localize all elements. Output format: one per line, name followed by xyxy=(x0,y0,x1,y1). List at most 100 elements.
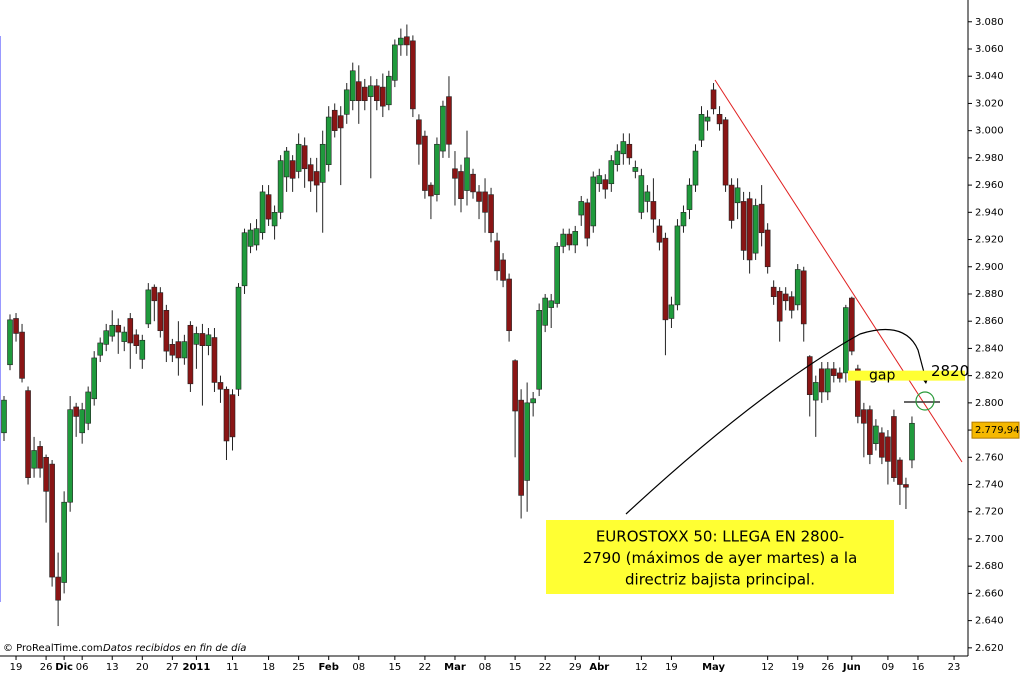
candle-body xyxy=(566,233,573,246)
candle-body xyxy=(446,96,452,145)
candle-body xyxy=(301,145,308,170)
candle-body xyxy=(307,164,314,182)
x-tick-label: 08 xyxy=(352,662,365,673)
price-label: 2.779,94 xyxy=(975,425,1020,436)
candle-body xyxy=(25,390,31,479)
candle-body xyxy=(31,450,37,469)
y-tick-label: 3.040 xyxy=(975,71,1004,82)
candle-body xyxy=(488,194,494,234)
candle-body xyxy=(614,150,621,165)
candle-body xyxy=(470,173,476,193)
candle-body xyxy=(638,175,645,213)
candle-body xyxy=(590,176,597,227)
candle-body xyxy=(127,318,134,344)
candle-body xyxy=(710,89,717,110)
x-tick-label: 19 xyxy=(665,662,678,673)
candle-body xyxy=(776,290,783,322)
y-tick-label: 2.640 xyxy=(975,616,1004,627)
candle-body xyxy=(235,286,242,390)
candle-body xyxy=(644,191,651,202)
candle-body xyxy=(109,324,116,337)
x-tick-label: Dic xyxy=(55,662,73,673)
candle-body xyxy=(211,337,218,383)
gap-label: gap xyxy=(869,368,895,384)
y-tick-label: 2.720 xyxy=(975,507,1004,518)
candle-body xyxy=(716,114,723,125)
x-tick-label: 15 xyxy=(388,662,401,673)
candle-body xyxy=(175,341,182,359)
candle-body xyxy=(855,368,861,417)
candle-body xyxy=(229,394,236,438)
y-tick-label: 2.860 xyxy=(975,316,1004,327)
candle-body xyxy=(157,292,164,332)
candle-body xyxy=(722,119,729,186)
candle-body xyxy=(746,198,753,261)
candle-body xyxy=(632,167,639,172)
candle-body xyxy=(861,409,867,424)
annotation-line: directriz bajista principal. xyxy=(625,571,815,589)
highlight-circle xyxy=(915,391,935,411)
x-tick-label: 26 xyxy=(40,662,53,673)
candle-body xyxy=(361,86,368,102)
x-tick-label: 22 xyxy=(539,662,552,673)
candle-body xyxy=(698,114,705,141)
candle-body xyxy=(843,307,849,374)
footer-note: Datos recibidos en fin de día xyxy=(103,642,246,654)
arc-drawing xyxy=(625,328,927,515)
trendline xyxy=(714,79,963,463)
x-tick-label: Jun xyxy=(842,662,861,673)
x-tick-label: 25 xyxy=(292,662,305,673)
x-tick-label: 23 xyxy=(948,662,961,673)
candle-body xyxy=(578,201,585,216)
x-tick-label: 18 xyxy=(262,662,275,673)
x-tick-label: 20 xyxy=(136,662,149,673)
candle-body xyxy=(319,143,326,183)
candle-body xyxy=(37,446,43,469)
candle-body xyxy=(650,201,657,220)
candle-body xyxy=(1,399,7,434)
y-tick-label: 3.060 xyxy=(975,44,1004,55)
x-tick-label: Abr xyxy=(589,662,609,673)
footer-source: © ProRealTime.com xyxy=(3,643,103,654)
candle-body xyxy=(7,319,13,366)
y-tick-label: 2.680 xyxy=(975,561,1004,572)
candle-body xyxy=(91,357,97,400)
y-tick-label: 2.960 xyxy=(975,180,1004,191)
candle-body xyxy=(897,459,903,485)
candle-body xyxy=(380,86,386,107)
candle-body xyxy=(873,425,879,444)
candle-body xyxy=(728,184,735,221)
y-tick-label: 2.740 xyxy=(975,480,1004,491)
candle-body xyxy=(67,409,73,503)
y-tick-label: 2.920 xyxy=(975,235,1004,246)
x-tick-label: 08 xyxy=(479,662,492,673)
gap-level: 2820 xyxy=(931,362,969,380)
x-tick-label: 29 xyxy=(569,662,582,673)
candle-body xyxy=(337,115,344,129)
candle-body xyxy=(674,225,681,306)
x-tick-label: 19 xyxy=(10,662,23,673)
candle-body xyxy=(133,334,140,346)
candle-body xyxy=(524,402,530,481)
candle-body xyxy=(794,269,801,306)
candle-body xyxy=(867,409,873,455)
candle-body xyxy=(265,194,272,220)
candle-body xyxy=(812,382,819,401)
gap-band xyxy=(848,370,965,381)
x-tick-label: 12 xyxy=(635,662,648,673)
candle-body xyxy=(49,463,55,578)
candle-body xyxy=(518,399,524,496)
price-box xyxy=(971,421,1020,439)
candle-body xyxy=(61,501,67,583)
candle-body xyxy=(536,310,542,390)
candle-body xyxy=(163,310,170,352)
x-tick-label: 22 xyxy=(419,662,432,673)
candle-body xyxy=(404,36,410,46)
annotation-line: EUROSTOXX 50: LLEGA EN 2800- xyxy=(596,528,844,546)
candle-body xyxy=(458,171,464,200)
candle-body xyxy=(43,456,49,492)
candle-body xyxy=(73,406,79,417)
candle-body xyxy=(554,246,560,304)
x-tick-label: 19 xyxy=(791,662,804,673)
y-tick-label: 2.900 xyxy=(975,262,1004,273)
